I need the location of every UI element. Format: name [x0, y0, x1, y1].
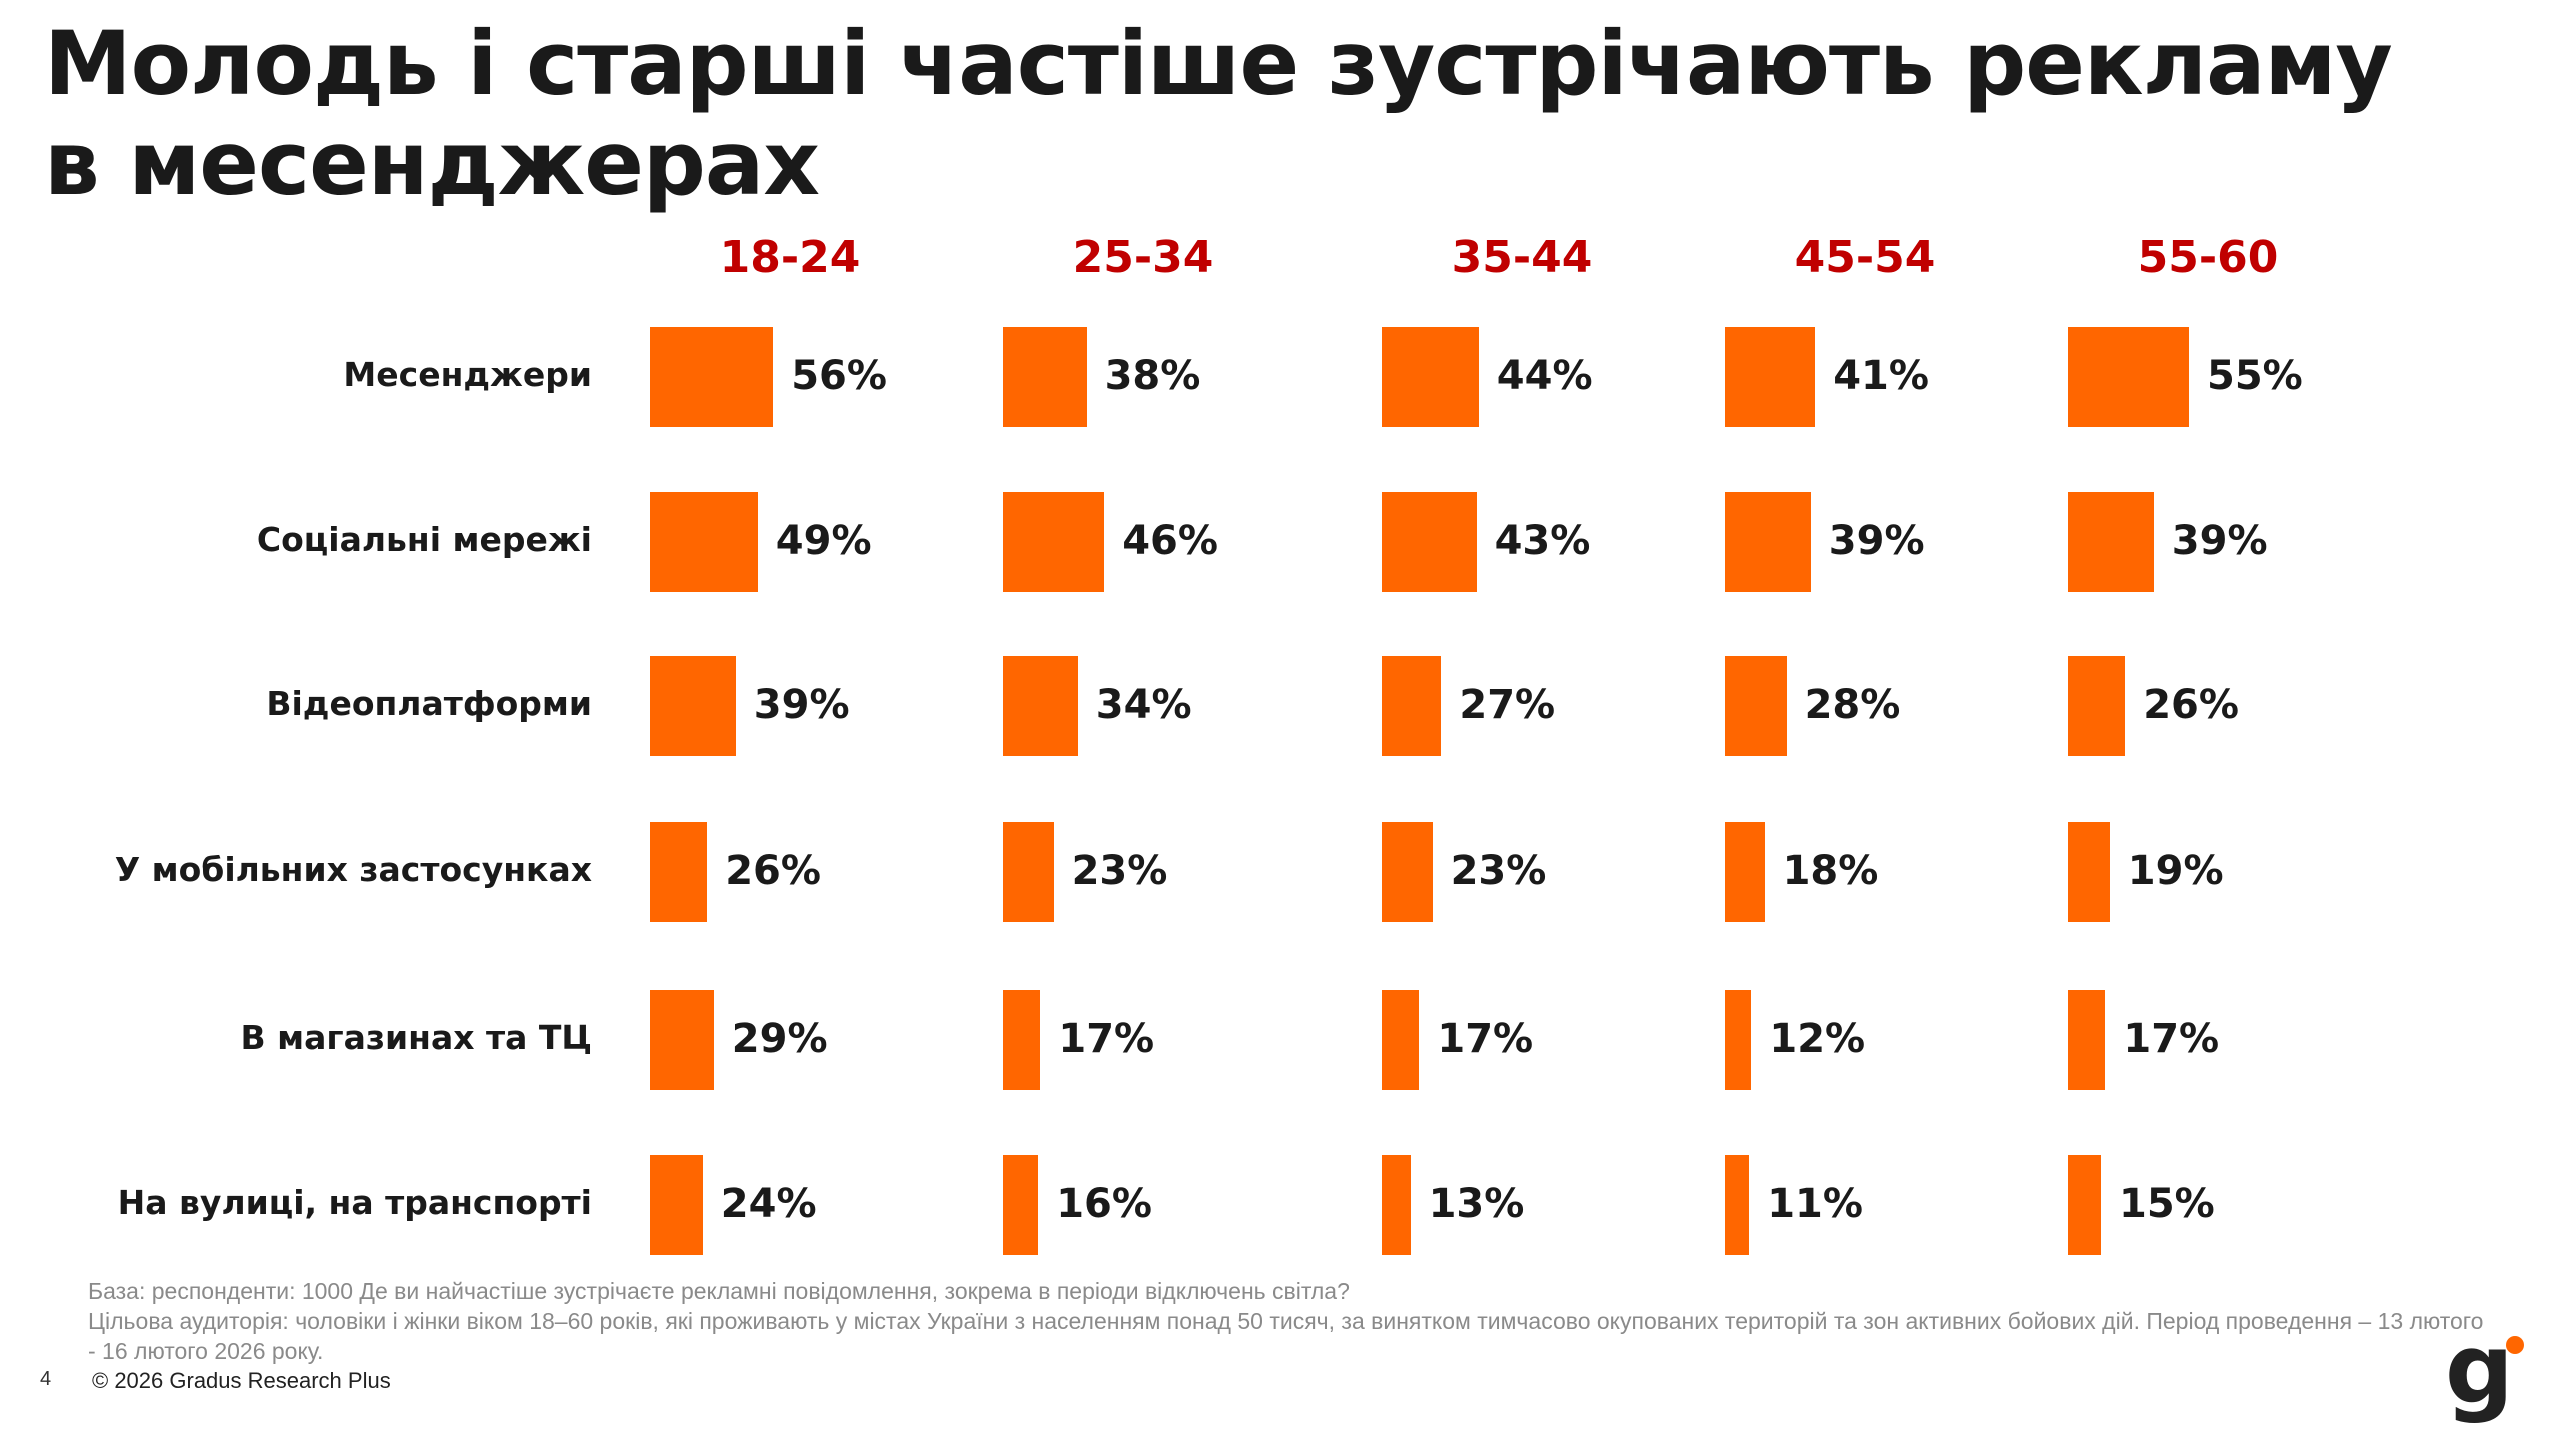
data-label: 15% [2119, 1181, 2215, 1227]
bar [2068, 1155, 2101, 1255]
bar [2068, 822, 2110, 922]
bar [1003, 327, 1087, 427]
data-label: 12% [1769, 1016, 1866, 1062]
svg-text:g: g [2445, 1330, 2514, 1425]
data-label: 11% [1767, 1181, 1863, 1227]
bar [650, 1155, 703, 1255]
category-label: В магазинах та ТЦ [240, 1018, 592, 1057]
category-label: Відеоплатформи [266, 684, 592, 723]
data-label: 23% [1071, 848, 1168, 894]
series-header: 25-34 [1072, 232, 1214, 283]
bar [1382, 1155, 1411, 1255]
category-label: На вулиці, на транспорті [117, 1183, 592, 1222]
data-label: 17% [1437, 1016, 1534, 1062]
data-label: 18% [1782, 848, 1879, 894]
bar [1725, 1155, 1750, 1255]
bar [2068, 327, 2189, 427]
data-label: 46% [1122, 518, 1218, 564]
data-label: 49% [775, 518, 872, 564]
bar [1382, 327, 1479, 427]
category-label: У мобільних застосунках [114, 850, 592, 889]
bar [650, 492, 758, 592]
data-label: 19% [2127, 848, 2224, 894]
footnote-audience: Цільова аудиторія: чоловіки і жінки віко… [88, 1308, 2484, 1364]
category-label: Месенджери [343, 355, 592, 394]
bar [2068, 990, 2106, 1090]
data-label: 17% [1058, 1016, 1155, 1062]
bar [2068, 656, 2126, 756]
bar [1003, 1155, 1039, 1255]
bar [1003, 822, 1054, 922]
bar [650, 990, 714, 1090]
data-label: 44% [1496, 353, 1593, 399]
bar [2068, 492, 2154, 592]
data-label: 26% [2143, 682, 2239, 728]
series-header: 18-24 [719, 232, 861, 283]
bar [1003, 492, 1105, 592]
bar [1382, 822, 1433, 922]
data-label: 23% [1450, 848, 1547, 894]
data-label: 13% [1428, 1181, 1525, 1227]
bar [1725, 822, 1765, 922]
data-label: 26% [725, 848, 821, 894]
bar [1725, 990, 1752, 1090]
data-label: 56% [791, 353, 887, 399]
series-header: 55-60 [2137, 232, 2279, 283]
bar [650, 822, 708, 922]
bar [650, 327, 774, 427]
data-label: 34% [1095, 682, 1192, 728]
data-label: 39% [753, 682, 850, 728]
data-label: 38% [1104, 353, 1201, 399]
bar [1725, 656, 1787, 756]
bar [1382, 990, 1420, 1090]
data-label: 39% [2171, 518, 2268, 564]
data-label: 17% [2123, 1016, 2220, 1062]
gradus-logo: g [2445, 1330, 2524, 1425]
bar [650, 656, 736, 756]
series-header: 35-44 [1451, 232, 1593, 283]
footnote-base: База: респонденти: 1000 Де ви найчастіше… [88, 1278, 1350, 1304]
data-label: 43% [1494, 518, 1591, 564]
data-label: 24% [720, 1181, 817, 1227]
bar [1003, 656, 1078, 756]
data-label: 28% [1804, 682, 1901, 728]
series-header: 45-54 [1794, 232, 1936, 283]
footnote: База: респонденти: 1000 Де ви найчастіше… [88, 1276, 2488, 1366]
page-title: Молодь і старші частіше зустрічають рекл… [44, 12, 2393, 215]
copyright: © 2026 Gradus Research Plus [92, 1368, 391, 1393]
bar [1382, 492, 1477, 592]
page-number: 4 [40, 1368, 52, 1390]
category-label: Соціальні мережі [256, 520, 592, 559]
data-label: 41% [1833, 353, 1929, 399]
data-label: 39% [1828, 518, 1925, 564]
bar [1382, 656, 1442, 756]
bar [1003, 990, 1041, 1090]
data-label: 27% [1459, 682, 1556, 728]
data-label: 55% [2207, 353, 2303, 399]
data-label: 16% [1056, 1181, 1152, 1227]
bar [1725, 492, 1811, 592]
bar [1725, 327, 1816, 427]
data-label: 29% [731, 1016, 828, 1062]
